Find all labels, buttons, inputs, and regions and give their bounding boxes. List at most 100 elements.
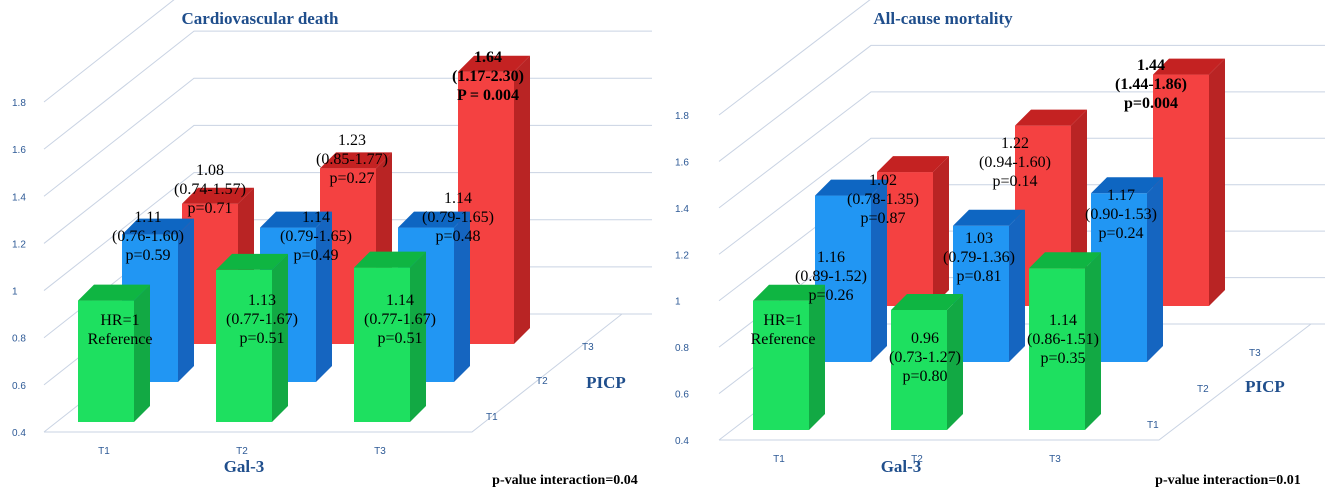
y-tick-label: 1.4 (675, 204, 689, 215)
bar-top (122, 218, 194, 235)
interaction-footnote: p-value interaction=0.04 (492, 473, 638, 488)
y-tick-label: 1.2 (12, 239, 26, 250)
y-tick-label: 0.8 (675, 343, 689, 354)
x-tick-label: T3 (374, 446, 386, 457)
data-label-all-cause-mortality-gal3-t1-picp-t3: 1.02 (0.78-1.35) p=0.87 (847, 172, 919, 227)
bar-top (216, 253, 288, 270)
bar-side (410, 251, 426, 422)
bar-top (182, 187, 254, 204)
y-tick-label: 0.6 (675, 390, 689, 401)
bar-top (753, 284, 825, 301)
y-tick-label: 1.4 (12, 192, 26, 203)
bar-all-cause-mortality-gal3-t2-picp-t1 (891, 294, 963, 430)
bar-top (354, 251, 426, 268)
bar-side (134, 284, 150, 422)
floor-edge (719, 323, 1312, 441)
bar-front (216, 269, 272, 422)
y-tick-label: 0.4 (12, 428, 26, 439)
bar-all-cause-mortality-gal3-t3-picp-t1 (1029, 252, 1101, 430)
interaction-footnote: p-value interaction=0.01 (1155, 473, 1301, 488)
z-tick-label: T2 (536, 376, 548, 387)
x-tick-label: T2 (236, 446, 248, 457)
bar-side (1009, 209, 1025, 362)
x-tick-label: T3 (1049, 454, 1061, 465)
z-tick-label: T2 (1197, 384, 1209, 395)
bar-top (815, 179, 887, 196)
bar-side (1147, 177, 1163, 362)
chart-title: Cardiovascular death (182, 9, 339, 28)
bar-side (871, 179, 887, 362)
bar-front (891, 310, 947, 430)
y-tick-label: 1 (675, 297, 681, 308)
y-tick-label: 1.6 (675, 157, 689, 168)
z-axis-title: PICP (1245, 377, 1285, 396)
data-label-all-cause-mortality-gal3-t3-picp-t3: 1.44 (1.44-1.86) p=0.004 (1115, 57, 1187, 112)
bar-side (1085, 252, 1101, 430)
data-label-cardiovascular-death-gal3-t1-picp-t2: 1.11 (0.76-1.60) p=0.59 (112, 209, 184, 264)
x-tick-label: T1 (773, 454, 785, 465)
bar-top (1015, 109, 1087, 126)
bar-side (809, 284, 825, 430)
bar-cardiovascular-death-gal3-t2-picp-t1 (216, 253, 288, 422)
bar-front (354, 267, 410, 422)
data-label-cardiovascular-death-gal3-t3-picp-t1: 1.14 (0.77-1.67) p=0.51 (364, 292, 436, 347)
data-label-all-cause-mortality-gal3-t3-picp-t2: 1.17 (0.90-1.53) p=0.24 (1085, 187, 1157, 242)
data-label-all-cause-mortality-gal3-t1-picp-t1: HR=1 Reference (751, 312, 816, 348)
bar-cardiovascular-death-gal3-t3-picp-t1 (354, 251, 426, 422)
gridline (718, 44, 1325, 162)
bar-side (454, 211, 470, 382)
data-label-cardiovascular-death-gal3-t1-picp-t3: 1.08 (0.74-1.57) p=0.71 (174, 162, 246, 217)
bar-side (1209, 58, 1225, 307)
bar-side (933, 156, 949, 306)
data-label-all-cause-mortality-gal3-t2-picp-t1: 0.96 (0.73-1.27) p=0.80 (889, 330, 961, 385)
bar-top (891, 294, 963, 310)
bar-top (458, 55, 530, 72)
x-axis-title: Gal-3 (881, 457, 922, 476)
bar-top (1153, 58, 1225, 75)
data-label-cardiovascular-death-gal3-t3-picp-t3: 1.64 (1.17-2.30) P = 0.004 (452, 49, 524, 104)
bar-top (877, 156, 949, 173)
z-tick-label: T3 (1249, 348, 1261, 359)
z-tick-label: T3 (582, 342, 594, 353)
bar-top (1029, 252, 1101, 269)
bar-front (78, 300, 134, 422)
y-tick-label: 1.6 (12, 145, 26, 156)
gridline (43, 0, 175, 103)
data-label-all-cause-mortality-gal3-t1-picp-t2: 1.16 (0.89-1.52) p=0.26 (795, 249, 867, 304)
x-tick-label: T1 (98, 446, 110, 457)
y-tick-label: 1.8 (12, 98, 26, 109)
gridline (718, 0, 871, 116)
data-label-cardiovascular-death-gal3-t2-picp-t3: 1.23 (0.85-1.77) p=0.27 (316, 132, 388, 187)
data-label-all-cause-mortality-gal3-t2-picp-t3: 1.22 (0.94-1.60) p=0.14 (979, 135, 1051, 190)
bar-top (260, 211, 332, 228)
bar-top (78, 284, 150, 301)
y-tick-label: 0.6 (12, 381, 26, 392)
data-label-cardiovascular-death-gal3-t3-picp-t2: 1.14 (0.79-1.65) p=0.48 (422, 190, 494, 245)
bar-side (178, 218, 194, 382)
bar-front (1029, 268, 1085, 430)
bar-top (398, 211, 470, 228)
gridline (43, 30, 652, 150)
y-tick-label: 0.4 (675, 436, 689, 447)
data-label-all-cause-mortality-gal3-t3-picp-t1: 1.14 (0.86-1.51) p=0.35 (1027, 312, 1099, 367)
y-tick-label: 1 (12, 287, 18, 298)
data-label-cardiovascular-death-gal3-t2-picp-t1: 1.13 (0.77-1.67) p=0.51 (226, 292, 298, 347)
z-tick-label: T1 (486, 412, 498, 423)
bar-side (947, 294, 963, 430)
bar-top (1091, 177, 1163, 194)
bar-side (514, 55, 530, 344)
y-tick-label: 1.2 (675, 250, 689, 261)
bar-side (316, 211, 332, 382)
chart-title: All-cause mortality (873, 9, 1013, 28)
chart-all-cause-mortality: 0.4 0.6 0.8 1 1.2 1.4 1.6 1.8 HR=1 Reference 0.96(… (663, 0, 1325, 490)
data-label-cardiovascular-death-gal3-t2-picp-t2: 1.14 (0.79-1.65) p=0.49 (280, 209, 352, 264)
y-tick-label: 1.8 (675, 111, 689, 122)
bar-side (272, 253, 288, 422)
bar-cardiovascular-death-gal3-t1-picp-t1 (78, 284, 150, 422)
x-tick-label: T2 (911, 454, 923, 465)
bar-top (320, 152, 392, 169)
floor-edge (44, 313, 623, 433)
data-label-all-cause-mortality-gal3-t2-picp-t2: 1.03 (0.79-1.36) p=0.81 (943, 230, 1015, 285)
z-tick-label: T1 (1147, 420, 1159, 431)
x-axis-title: Gal-3 (224, 457, 265, 476)
